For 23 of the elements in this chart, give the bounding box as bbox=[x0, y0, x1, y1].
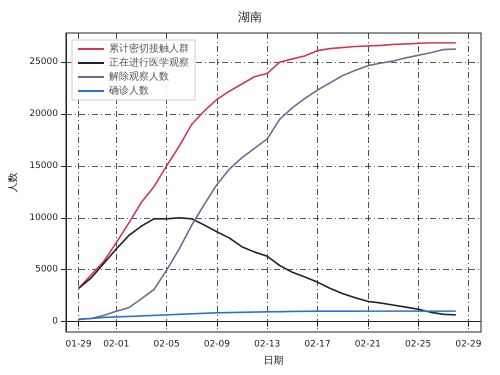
y-tick-label: 20000 bbox=[29, 108, 58, 119]
y-tick-label: 10000 bbox=[29, 212, 58, 223]
chart-title: 湖南 bbox=[238, 10, 262, 24]
y-tick-label: 15000 bbox=[29, 160, 58, 171]
x-tick-label: 02-25 bbox=[405, 340, 432, 350]
x-tick-label: 02-01 bbox=[103, 340, 130, 350]
legend-label: 累计密切接触人群 bbox=[109, 42, 189, 54]
legend-label: 解除观察人数 bbox=[109, 70, 169, 82]
x-tick-label: 02-09 bbox=[204, 340, 230, 350]
x-tick-label: 02-13 bbox=[254, 340, 280, 350]
x-tick-label: 02-17 bbox=[304, 340, 331, 350]
legend-label: 确诊人数 bbox=[108, 84, 149, 96]
x-tick-label: 02-21 bbox=[354, 340, 381, 350]
y-tick-label: 5000 bbox=[35, 264, 58, 275]
line-series bbox=[78, 310, 457, 320]
legend-label: 正在进行医学观察 bbox=[109, 56, 189, 68]
y-tick-label: 0 bbox=[52, 316, 58, 327]
x-tick-label: 01-29 bbox=[66, 340, 92, 350]
x-axis-title: 日期 bbox=[264, 354, 284, 366]
x-tick-label: 02-29 bbox=[455, 340, 482, 350]
y-axis-title: 人数 bbox=[8, 172, 19, 192]
x-tick-label: 02-05 bbox=[154, 340, 180, 350]
y-tick-label: 25000 bbox=[29, 57, 58, 68]
